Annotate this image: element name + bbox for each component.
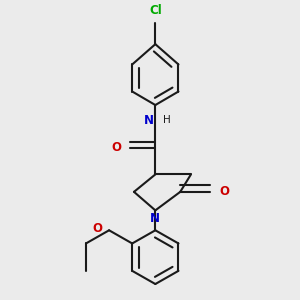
Text: N: N	[150, 212, 160, 225]
Text: O: O	[219, 184, 230, 198]
Text: O: O	[93, 222, 103, 235]
Text: O: O	[112, 141, 122, 154]
Text: N: N	[144, 114, 154, 127]
Text: Cl: Cl	[149, 4, 162, 17]
Text: H: H	[163, 115, 171, 125]
